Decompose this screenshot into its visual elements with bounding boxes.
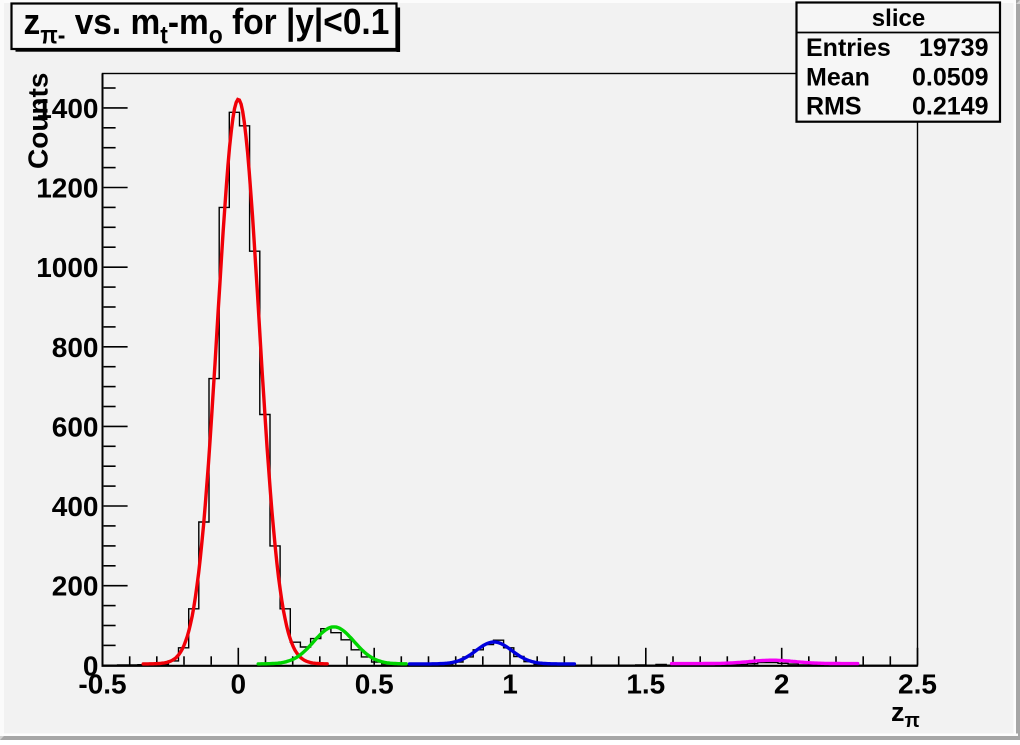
svg-text:0: 0 — [83, 650, 99, 681]
svg-text:1200: 1200 — [36, 173, 98, 204]
svg-text:200: 200 — [52, 571, 99, 602]
svg-text:Entries: Entries — [806, 34, 891, 62]
svg-text:0.2149: 0.2149 — [912, 93, 988, 121]
svg-text:Mean: Mean — [806, 64, 870, 92]
svg-text:400: 400 — [52, 491, 99, 522]
svg-text:1: 1 — [502, 669, 518, 700]
svg-text:2: 2 — [774, 669, 790, 700]
svg-text:Counts: Counts — [23, 73, 54, 169]
svg-text:RMS: RMS — [806, 93, 862, 121]
svg-text:19739: 19739 — [919, 34, 989, 62]
svg-text:0.0509: 0.0509 — [912, 64, 988, 92]
svg-text:1000: 1000 — [36, 252, 98, 283]
svg-text:0.5: 0.5 — [355, 669, 394, 700]
svg-text:1400: 1400 — [36, 93, 98, 124]
svg-text:0: 0 — [231, 669, 247, 700]
svg-text:slice: slice — [872, 5, 925, 32]
svg-text:600: 600 — [52, 411, 99, 442]
svg-text:zπ- vs. mt-mo for |y|<0.1: zπ- vs. mt-mo for |y|<0.1 — [24, 2, 390, 50]
svg-text:2.5: 2.5 — [898, 669, 937, 700]
svg-text:800: 800 — [52, 332, 99, 363]
svg-text:1.5: 1.5 — [626, 669, 665, 700]
svg-text:-0.5: -0.5 — [78, 669, 126, 700]
